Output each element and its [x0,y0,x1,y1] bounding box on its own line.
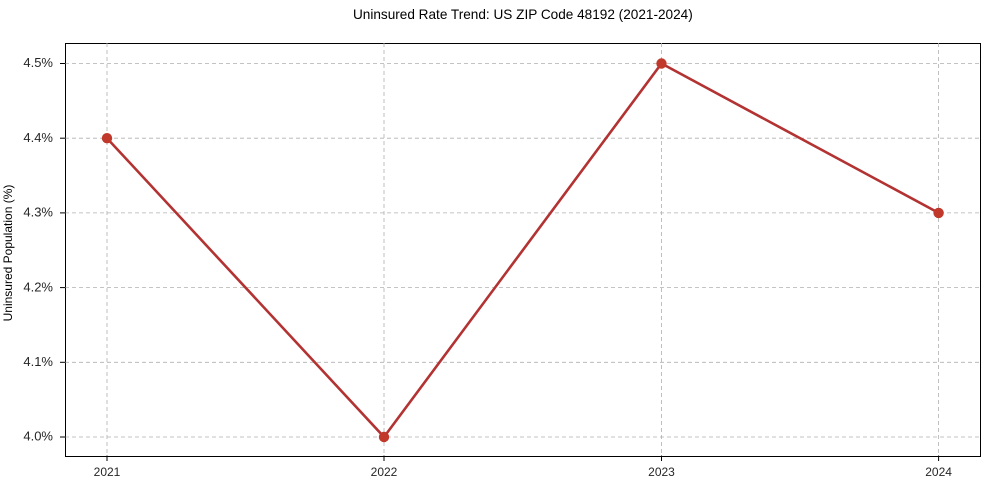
svg-text:4.0%: 4.0% [23,429,53,444]
svg-text:4.1%: 4.1% [23,354,53,369]
svg-text:2022: 2022 [371,465,398,479]
svg-text:4.4%: 4.4% [23,130,53,145]
svg-text:2023: 2023 [648,465,675,479]
svg-text:2021: 2021 [94,465,121,479]
svg-text:4.5%: 4.5% [23,55,53,70]
svg-text:4.2%: 4.2% [23,279,53,294]
svg-text:2024: 2024 [925,465,952,479]
svg-text:4.3%: 4.3% [23,205,53,220]
